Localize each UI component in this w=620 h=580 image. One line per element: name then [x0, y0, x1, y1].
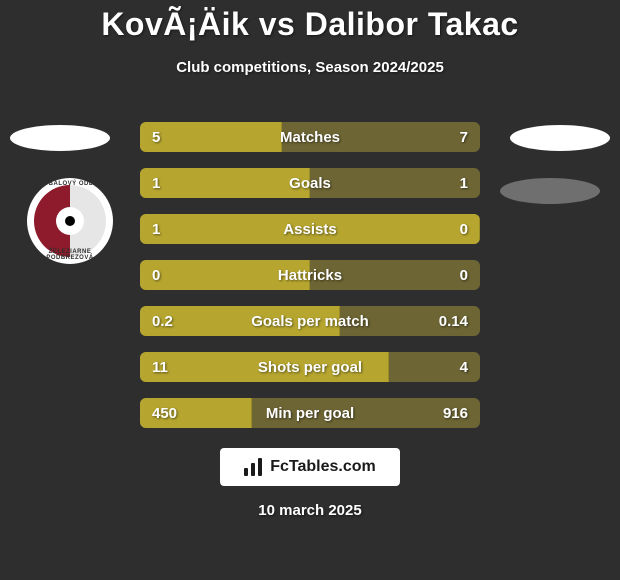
page-subtitle: Club competitions, Season 2024/2025 — [0, 59, 620, 76]
stat-row: 57Matches — [140, 122, 480, 152]
brand-text: FcTables.com — [270, 458, 376, 476]
stat-label: Shots per goal — [140, 352, 480, 382]
stat-row: 450916Min per goal — [140, 398, 480, 428]
stat-row: 00Hattricks — [140, 260, 480, 290]
stat-row: 114Shots per goal — [140, 352, 480, 382]
stat-label: Matches — [140, 122, 480, 152]
stat-row: 11Goals — [140, 168, 480, 198]
player-right-secondary-indicator — [500, 178, 600, 204]
football-icon — [56, 207, 84, 235]
stat-row: 10Assists — [140, 214, 480, 244]
badge-bottom-text: ŽELEZIARNE PODBREZOVÁ — [27, 249, 113, 261]
stat-label: Hattricks — [140, 260, 480, 290]
stat-label: Goals — [140, 168, 480, 198]
comparison-infographic: KovÃ¡Äik vs Dalibor Takac Club competiti… — [0, 0, 620, 580]
stat-label: Goals per match — [140, 306, 480, 336]
stat-label: Assists — [140, 214, 480, 244]
club-badge: FUTBALOVÝ ODDIEL ŽELEZIARNE PODBREZOVÁ — [27, 178, 113, 264]
player-right-indicator — [510, 125, 610, 151]
page-title: KovÃ¡Äik vs Dalibor Takac — [0, 0, 620, 43]
comparison-bars: 57Matches 11Goals 10Assists 00Hattricks 0.20… — [140, 122, 480, 444]
club-badge-inner — [34, 185, 106, 257]
player-left-indicator — [10, 125, 110, 151]
bar-chart-icon — [244, 458, 264, 476]
stat-row: 0.20.14Goals per match — [140, 306, 480, 336]
brand-box[interactable]: FcTables.com — [220, 448, 400, 486]
date-label: 10 march 2025 — [0, 502, 620, 519]
stat-label: Min per goal — [140, 398, 480, 428]
